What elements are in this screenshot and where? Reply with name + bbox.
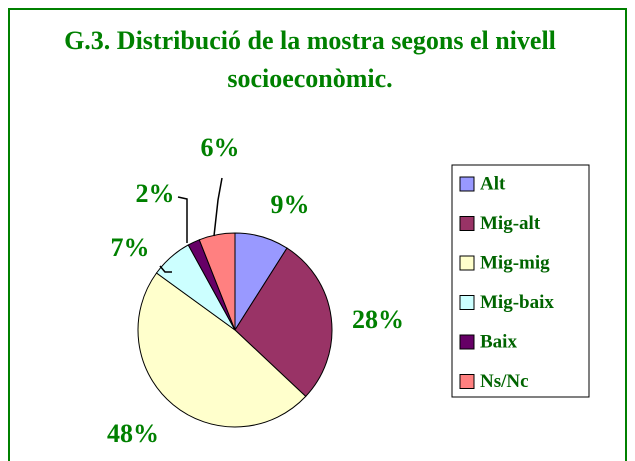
- legend-label: Mig-mig: [480, 252, 550, 273]
- data-label: 48%: [107, 419, 159, 448]
- data-label: 6%: [201, 133, 240, 162]
- legend-swatch: [459, 255, 475, 271]
- leader-line: [177, 196, 188, 243]
- chart-title: G.3. Distribució de la mostra segons el …: [64, 26, 556, 93]
- pie-slice: [198, 232, 236, 331]
- leader-line: [213, 177, 223, 237]
- legend-label: Mig-baix: [480, 292, 554, 313]
- pie-slice: [137, 272, 307, 428]
- data-label: 7%: [111, 233, 150, 262]
- legend-swatch: [459, 295, 475, 310]
- legend-box: [451, 164, 590, 398]
- data-label: 9%: [271, 190, 310, 219]
- legend-label: Baix: [480, 331, 517, 352]
- legend-swatch: [459, 216, 475, 231]
- legend-label: Alt: [480, 173, 506, 194]
- legend-label: Mig-alt: [480, 213, 541, 234]
- legend-label: Ns/Nc: [480, 371, 529, 392]
- leader-line: [159, 265, 172, 273]
- data-label: 2%: [136, 179, 175, 208]
- legend-swatch: [459, 334, 475, 350]
- legend-swatch: [459, 374, 475, 389]
- legend-swatch: [459, 176, 475, 192]
- data-label: 28%: [352, 305, 404, 334]
- pie-slice: [234, 247, 333, 398]
